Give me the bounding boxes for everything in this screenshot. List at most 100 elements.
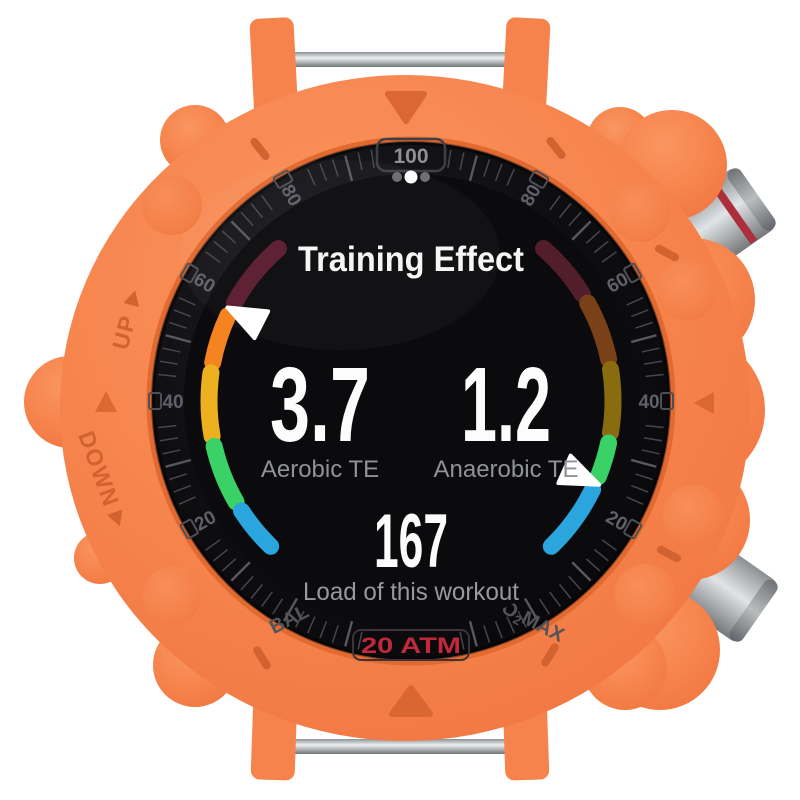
bezel-tick <box>261 591 273 607</box>
case-bump-top-left <box>142 175 202 235</box>
gauge-pointer-icon <box>225 305 271 341</box>
bezel-tick <box>282 597 299 622</box>
bezel-number: 40 <box>638 392 659 413</box>
case-bump-right-lower[interactable] <box>663 485 723 545</box>
anaerobic-te-label: Anaerobic TE <box>434 456 579 483</box>
bezel-tick <box>571 561 592 582</box>
bezel-bracket-icon <box>179 262 199 284</box>
bezel-tick <box>593 548 609 562</box>
bezel-tick <box>468 620 478 647</box>
start-button-red-ring <box>709 180 758 245</box>
bezel-tick <box>162 347 181 353</box>
bezel-tick <box>643 437 662 442</box>
gauge-segment <box>225 240 287 312</box>
training-effect-gauges <box>200 240 622 555</box>
bezel-tick <box>538 598 550 615</box>
bezel-tick <box>221 558 237 572</box>
bezel-tick <box>483 625 491 643</box>
bezel-tick <box>506 616 515 634</box>
bezel-tick <box>568 575 582 591</box>
bezel-tick <box>549 195 561 211</box>
water-rating-frame <box>352 629 470 661</box>
bezel-tick <box>631 309 649 318</box>
bezel-tick <box>261 195 273 211</box>
dash-mark-bottom-right <box>541 643 559 667</box>
bezel-tick <box>641 347 660 353</box>
bezel-tick <box>178 496 196 505</box>
triangle-marker-bottom <box>389 685 433 717</box>
bezel-tick <box>641 449 660 455</box>
back-button-cover[interactable] <box>614 564 676 626</box>
bezel-tick <box>631 484 649 493</box>
bezel-tick <box>250 583 264 599</box>
up-triangle-icon <box>123 290 139 308</box>
bezel-tick <box>357 152 363 171</box>
bezel-tick <box>307 168 316 186</box>
screen-glass <box>184 174 638 628</box>
bezel-tick <box>635 321 653 329</box>
bezel-tick <box>169 473 187 481</box>
bezel-tick <box>331 625 339 643</box>
page-dot <box>404 170 418 184</box>
bezel-tick <box>205 539 221 551</box>
bezel-tick <box>568 211 582 227</box>
bezel-tick <box>221 230 237 244</box>
gauge-segment <box>542 481 602 555</box>
bezel-tick <box>635 473 653 481</box>
bezel-tick <box>307 616 316 634</box>
triangle-marker-top <box>385 91 427 124</box>
bezel-ticks <box>158 150 664 650</box>
aerobic-te-label: Aerobic TE <box>261 456 379 483</box>
bezel-tick <box>230 220 251 241</box>
bezel-tick <box>213 548 229 562</box>
gauge-segment <box>535 240 591 303</box>
down-triangle-icon <box>107 509 123 527</box>
dash-mark-bottom-left <box>253 646 271 670</box>
bezel-tick <box>459 631 465 650</box>
bezel-tick <box>585 230 601 244</box>
page-dot <box>392 172 402 182</box>
bezel-bracket-icon <box>148 392 162 410</box>
bezel-tick <box>468 155 478 182</box>
bezel-tick <box>630 458 657 468</box>
bezel-tick <box>230 561 251 582</box>
bezel-bracket-icon <box>623 518 643 540</box>
bezel-tick <box>169 321 187 329</box>
bezel-tick <box>344 155 354 182</box>
page-dot <box>420 172 430 182</box>
bezel-tick <box>571 220 592 241</box>
start-button-cover[interactable] <box>610 182 670 242</box>
bezel-tick <box>585 558 601 572</box>
bezel-tick <box>158 373 177 378</box>
bezel-bracket-icon <box>623 262 643 284</box>
water-rating-label: 20 ATM <box>361 633 461 658</box>
page-dots-indicator <box>392 170 430 184</box>
bezel-bracket-icon <box>179 518 199 540</box>
bezel-tick <box>319 621 328 639</box>
anaerobic-te-value: 1.2 <box>461 346 551 464</box>
bezel-tick <box>240 575 254 591</box>
case-bump-bottom-left <box>143 566 201 624</box>
bezel-tick <box>160 360 179 365</box>
bezel-tick <box>344 620 354 647</box>
bezel-tick <box>601 251 617 263</box>
screen: Training Effect 3.7 1.2 Aerobic TE Anaer… <box>184 170 638 628</box>
bezel-tick <box>645 373 664 378</box>
bezel-tick <box>158 424 177 429</box>
aerobic-te-value: 3.7 <box>270 346 370 464</box>
bezel-tick <box>643 360 662 365</box>
start-button-cap <box>727 168 776 231</box>
bezel-tick <box>506 168 515 186</box>
dash-mark-top-left <box>250 137 270 161</box>
triangle-marker-right <box>694 392 714 414</box>
gauge-segment <box>204 307 237 371</box>
case-dash-marks <box>250 136 681 670</box>
bezel-tick <box>459 152 465 171</box>
bezel-tick <box>331 159 339 177</box>
case-bump-right-upper[interactable] <box>657 260 717 320</box>
bezel-tick <box>213 240 229 254</box>
bezel-tick <box>549 591 561 607</box>
gauge-segment <box>602 360 622 442</box>
workout-load-label: Load of this workout <box>303 578 519 606</box>
